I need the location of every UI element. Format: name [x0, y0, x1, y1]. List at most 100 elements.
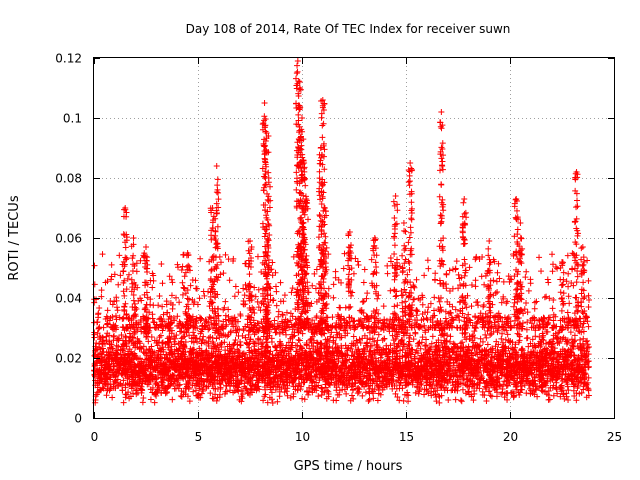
data-point	[396, 397, 403, 404]
data-point	[502, 336, 509, 343]
data-point	[445, 397, 452, 404]
data-point	[276, 330, 283, 337]
data-point	[428, 340, 435, 347]
data-point	[531, 391, 538, 398]
data-point	[458, 398, 465, 405]
data-point	[375, 331, 382, 338]
data-point	[484, 341, 491, 348]
data-point	[421, 391, 428, 398]
data-point	[246, 340, 253, 347]
data-point	[503, 382, 510, 389]
data-point	[186, 398, 193, 405]
data-point	[363, 355, 370, 362]
data-point	[501, 390, 508, 397]
chart-title: Day 108 of 2014, Rate Of TEC Index for r…	[186, 22, 511, 36]
data-point	[487, 392, 494, 399]
data-points	[91, 58, 593, 406]
data-point	[532, 333, 539, 340]
data-point	[268, 389, 275, 396]
data-point	[405, 392, 412, 399]
data-point	[276, 393, 283, 400]
data-point	[147, 396, 154, 403]
data-point	[128, 385, 135, 392]
data-point	[264, 399, 271, 406]
data-point	[200, 388, 207, 395]
data-point	[403, 391, 410, 398]
data-point	[329, 314, 336, 321]
data-point	[207, 390, 214, 397]
data-point	[353, 337, 360, 344]
data-point	[374, 337, 381, 344]
data-point	[360, 345, 367, 352]
data-point	[459, 339, 466, 346]
data-point	[284, 392, 291, 399]
data-point	[123, 334, 130, 341]
data-point	[318, 391, 325, 398]
data-point	[452, 396, 459, 403]
data-point	[169, 396, 176, 403]
data-point	[364, 339, 371, 346]
data-point	[504, 396, 511, 403]
data-point	[120, 399, 127, 406]
data-point	[544, 328, 551, 335]
data-point	[488, 393, 495, 400]
data-point	[429, 333, 436, 340]
data-point	[405, 334, 412, 341]
data-point	[487, 332, 494, 339]
data-point	[237, 342, 244, 349]
data-point	[483, 397, 490, 404]
data-point	[523, 326, 530, 333]
data-point	[151, 399, 158, 406]
data-point	[457, 397, 464, 404]
data-point	[122, 394, 129, 401]
data-point	[330, 397, 337, 404]
data-point	[365, 397, 372, 404]
data-point	[405, 398, 412, 405]
data-point	[450, 362, 457, 369]
data-point	[367, 342, 374, 349]
data-point	[315, 393, 322, 400]
data-point	[148, 334, 155, 341]
data-point	[479, 391, 486, 398]
data-point	[585, 323, 592, 330]
data-point	[357, 339, 364, 346]
data-point	[347, 397, 354, 404]
data-point	[259, 340, 266, 347]
data-point	[171, 338, 178, 345]
data-point	[139, 399, 146, 406]
data-point	[318, 384, 325, 391]
data-point	[93, 340, 100, 347]
data-point	[447, 333, 454, 340]
data-point	[584, 385, 591, 392]
data-point	[213, 335, 220, 342]
data-point	[176, 381, 183, 388]
data-point	[351, 317, 358, 324]
data-point	[287, 394, 294, 401]
data-point	[343, 351, 350, 358]
data-point	[159, 340, 166, 347]
data-point	[498, 335, 505, 342]
data-point	[422, 342, 429, 349]
data-point	[290, 391, 297, 398]
data-point	[178, 328, 185, 335]
data-point	[350, 333, 357, 340]
data-point	[394, 343, 401, 350]
data-point	[349, 387, 356, 394]
data-point	[483, 334, 490, 341]
data-point	[410, 336, 417, 343]
data-point	[260, 397, 267, 404]
data-point	[499, 330, 506, 337]
data-point	[366, 396, 373, 403]
data-point	[118, 332, 125, 339]
data-point	[524, 319, 531, 326]
data-point	[91, 352, 98, 359]
data-point	[459, 386, 466, 393]
data-point	[545, 396, 552, 403]
data-point	[299, 395, 306, 402]
data-point	[109, 394, 116, 401]
data-point	[94, 330, 101, 337]
data-point	[267, 348, 274, 355]
data-point	[442, 315, 449, 322]
data-point	[228, 328, 235, 335]
